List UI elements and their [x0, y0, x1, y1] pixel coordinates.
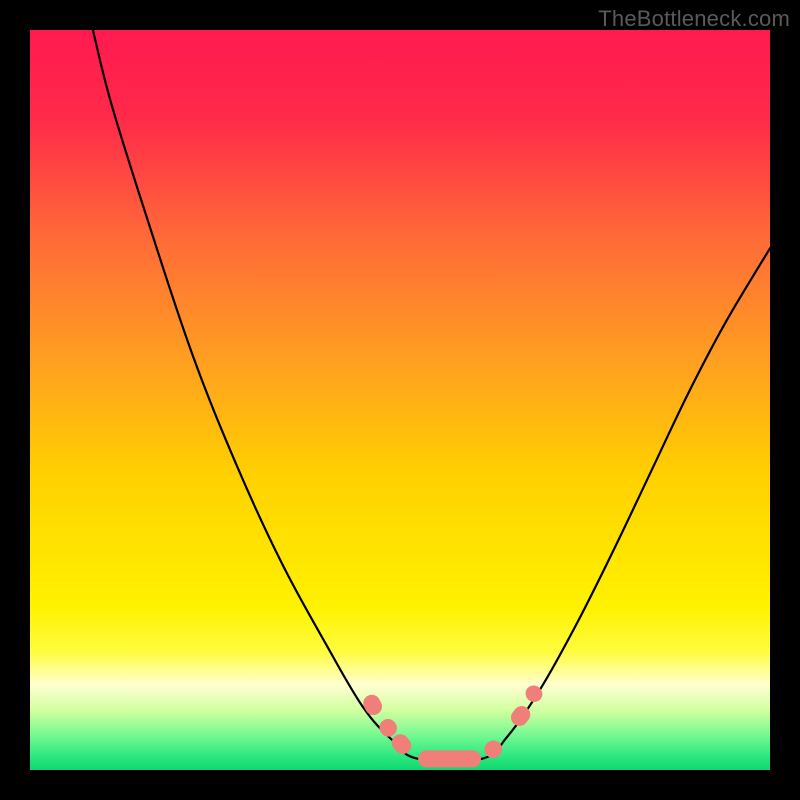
watermark-text: TheBottleneck.com	[598, 6, 790, 32]
gradient-background	[30, 30, 770, 770]
plot-area	[30, 30, 770, 770]
outer-frame: TheBottleneck.com	[0, 0, 800, 800]
chart-svg	[30, 30, 770, 770]
curve-marker	[418, 750, 481, 767]
